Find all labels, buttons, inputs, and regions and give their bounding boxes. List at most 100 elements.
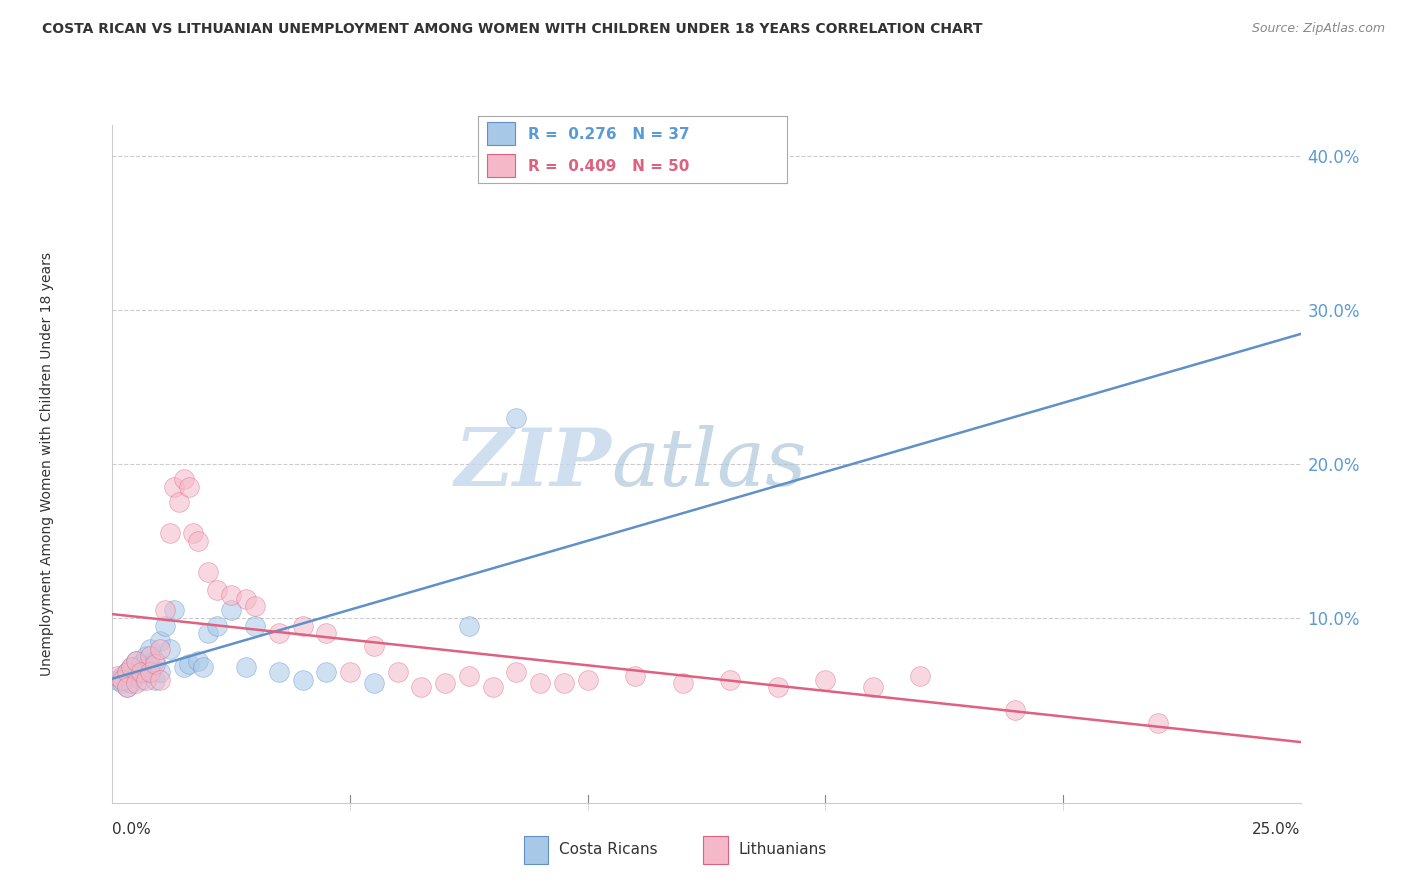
Point	[173, 660, 195, 674]
Point	[105, 669, 128, 683]
Text: Source: ZipAtlas.com: Source: ZipAtlas.com	[1251, 22, 1385, 36]
Point	[139, 649, 162, 664]
Point	[121, 660, 143, 674]
Point	[458, 669, 481, 683]
Point	[553, 675, 575, 690]
Point	[139, 665, 162, 679]
Point	[181, 526, 204, 541]
Point	[143, 673, 166, 687]
Point	[363, 675, 385, 690]
Point	[197, 565, 219, 579]
Point	[167, 495, 190, 509]
Point	[219, 588, 243, 602]
Point	[105, 673, 128, 687]
Point	[267, 665, 290, 679]
Bar	[488, 122, 515, 145]
Point	[458, 618, 481, 632]
Point	[125, 654, 148, 668]
Text: 0.0%: 0.0%	[112, 822, 152, 837]
Bar	[488, 154, 515, 177]
Point	[481, 680, 503, 694]
Point	[115, 680, 138, 694]
Point	[862, 680, 884, 694]
Point	[153, 603, 176, 617]
Point	[125, 669, 148, 683]
Point	[576, 673, 599, 687]
Point	[267, 626, 290, 640]
Text: atlas: atlas	[612, 425, 807, 502]
Point	[291, 673, 314, 687]
Point	[143, 657, 166, 672]
Point	[315, 626, 337, 640]
Point	[159, 526, 181, 541]
Text: 25.0%: 25.0%	[1253, 822, 1301, 837]
Text: Unemployment Among Women with Children Under 18 years: Unemployment Among Women with Children U…	[41, 252, 55, 676]
Bar	[524, 836, 548, 863]
Text: ZIP: ZIP	[454, 425, 612, 502]
Point	[149, 673, 172, 687]
Point	[115, 665, 138, 679]
Point	[177, 657, 200, 672]
Point	[339, 665, 361, 679]
Point	[139, 660, 162, 674]
Point	[177, 480, 200, 494]
Point	[814, 673, 837, 687]
Point	[1004, 703, 1026, 717]
Point	[766, 680, 789, 694]
Point	[111, 673, 134, 687]
Point	[111, 675, 134, 690]
Point	[291, 618, 314, 632]
Point	[235, 592, 257, 607]
Point	[173, 472, 195, 486]
Text: Costa Ricans: Costa Ricans	[560, 842, 658, 857]
Point	[363, 639, 385, 653]
Point	[115, 665, 138, 679]
Point	[910, 669, 932, 683]
Point	[163, 480, 186, 494]
Point	[159, 641, 181, 656]
Text: R =  0.276   N = 37: R = 0.276 N = 37	[527, 127, 689, 142]
Point	[505, 665, 527, 679]
Point	[125, 675, 148, 690]
Point	[129, 673, 152, 687]
Point	[205, 618, 228, 632]
Point	[205, 583, 228, 598]
Point	[197, 626, 219, 640]
Point	[529, 675, 551, 690]
Point	[187, 533, 209, 548]
Point	[315, 665, 337, 679]
Bar	[703, 836, 728, 863]
Text: COSTA RICAN VS LITHUANIAN UNEMPLOYMENT AMONG WOMEN WITH CHILDREN UNDER 18 YEARS : COSTA RICAN VS LITHUANIAN UNEMPLOYMENT A…	[42, 22, 983, 37]
Point	[149, 641, 172, 656]
Point	[115, 680, 138, 694]
Point	[121, 675, 143, 690]
Point	[121, 660, 143, 674]
Point	[129, 657, 152, 672]
Point	[387, 665, 409, 679]
Point	[149, 665, 172, 679]
Point	[153, 618, 176, 632]
Point	[505, 410, 527, 425]
Point	[411, 680, 433, 694]
Text: R =  0.409   N = 50: R = 0.409 N = 50	[527, 159, 689, 174]
Point	[243, 618, 266, 632]
Point	[243, 599, 266, 613]
Point	[235, 660, 257, 674]
Point	[135, 649, 157, 664]
Point	[129, 665, 152, 679]
Point	[135, 673, 157, 687]
Point	[149, 634, 172, 648]
Point	[163, 603, 186, 617]
Point	[143, 654, 166, 668]
Point	[434, 675, 457, 690]
Point	[191, 660, 214, 674]
Point	[718, 673, 741, 687]
Point	[135, 665, 157, 679]
Point	[672, 675, 695, 690]
Point	[111, 669, 134, 683]
Point	[125, 654, 148, 668]
Point	[139, 641, 162, 656]
Point	[1147, 715, 1170, 730]
Point	[624, 669, 647, 683]
Text: Lithuanians: Lithuanians	[738, 842, 827, 857]
